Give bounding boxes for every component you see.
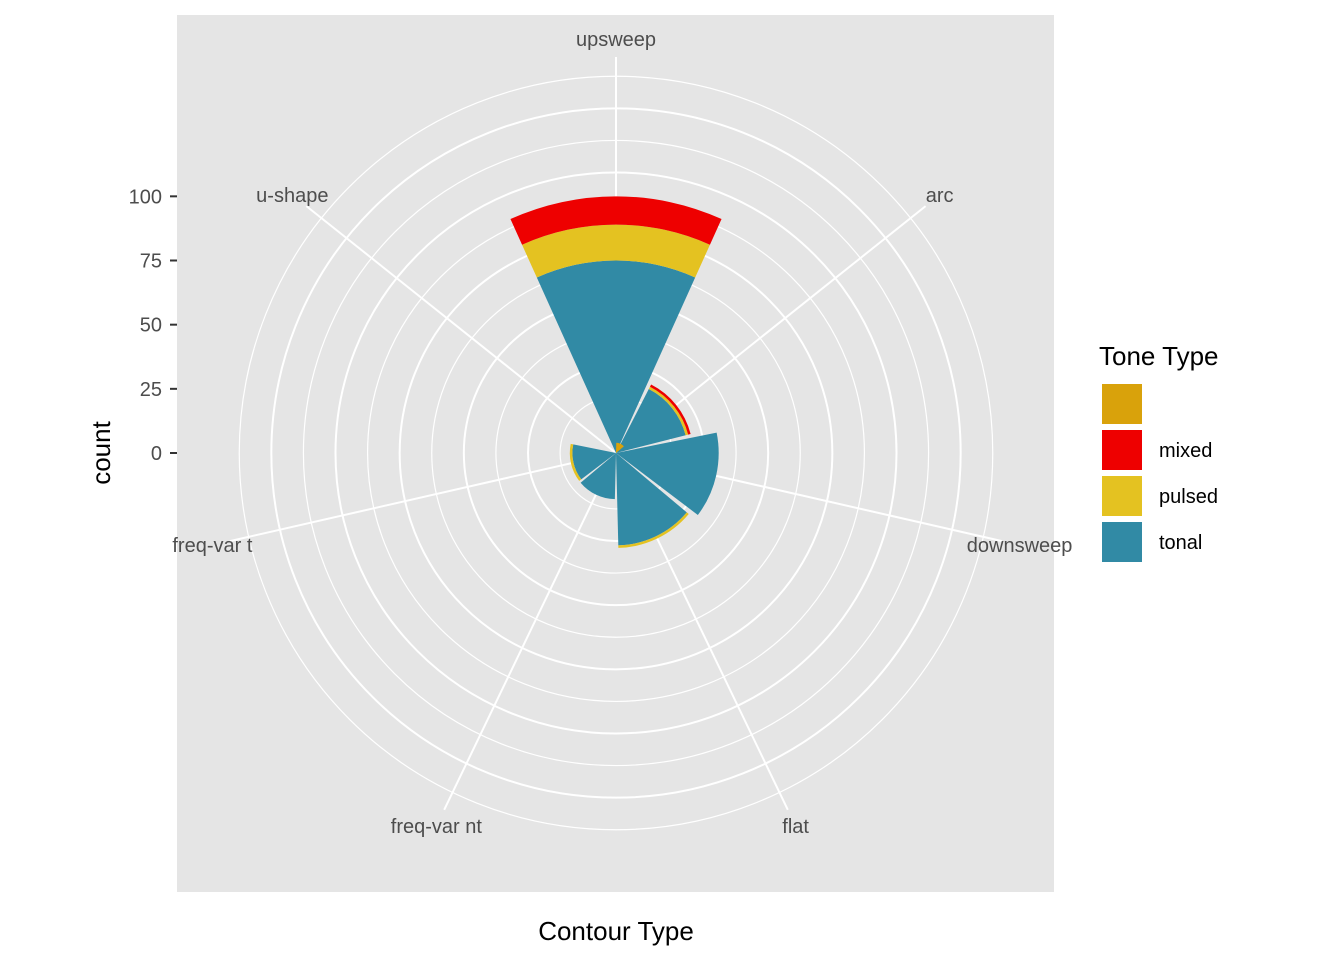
legend-label: mixed: [1159, 440, 1212, 462]
legend-label: pulsed: [1159, 486, 1218, 508]
legend-key: [1100, 474, 1144, 518]
legend-title: Tone Type: [1099, 341, 1219, 371]
category-label: flat: [782, 816, 809, 838]
legend-key: [1100, 520, 1144, 564]
category-label: downsweep: [967, 535, 1073, 557]
y-tick-label: 0: [151, 443, 162, 465]
legend: Tone Type mixed pulsed tonal: [1099, 341, 1219, 564]
category-label: upsweep: [576, 29, 656, 51]
bars: [510, 196, 722, 548]
y-tick-label: 25: [140, 379, 162, 401]
y-tick-label: 75: [140, 251, 162, 273]
grid-spoke: [229, 452, 617, 543]
legend-key: [1100, 382, 1144, 426]
bar-segment: [522, 224, 710, 278]
category-label: freq-var nt: [391, 816, 483, 838]
category-label: u-shape: [256, 185, 328, 207]
bar-segment: [569, 443, 582, 481]
y-tick-label: 100: [129, 186, 162, 208]
grid-spoke: [443, 452, 617, 811]
bar-segment: [616, 432, 719, 515]
bar-segment: [616, 389, 686, 453]
y-axis: 0 25 50 75 100: [129, 186, 177, 465]
bar-segment: [616, 453, 687, 546]
bar-segment: [572, 444, 616, 480]
legend-key: [1100, 428, 1144, 472]
x-axis-title: Contour Type: [538, 916, 694, 946]
bar-segment: [536, 260, 696, 453]
legend-label: tonal: [1159, 532, 1202, 554]
category-label: freq-var t: [172, 535, 252, 557]
y-axis-title: count: [86, 420, 116, 484]
category-labels: upsweep arc downsweep flat freq-var nt freq-v…: [172, 29, 1072, 838]
bar-segment: [616, 442, 624, 453]
category-label: arc: [926, 185, 954, 207]
bar-segment: [510, 196, 722, 245]
bar-segment: [580, 453, 616, 500]
y-tick-label: 50: [140, 315, 162, 337]
grid-spoke: [305, 205, 617, 454]
